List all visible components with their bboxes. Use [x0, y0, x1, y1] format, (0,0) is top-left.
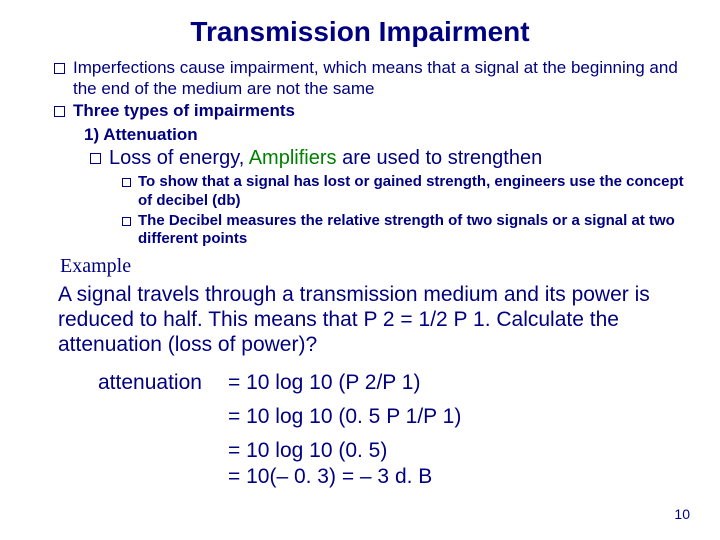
- example-body: A signal travels through a transmission …: [58, 282, 670, 358]
- text-amplifiers: Amplifiers: [249, 147, 337, 169]
- bullet-decibel-concept: To show that a signal has lost or gained…: [122, 173, 690, 210]
- bullet-icon: [90, 153, 101, 164]
- eq-line3: = 10 log 10 (0. 5): [228, 439, 387, 463]
- example-label: Example: [60, 255, 690, 278]
- eq-label: attenuation: [98, 371, 228, 395]
- bullet-icon: [122, 217, 131, 226]
- eq-line2: = 10 log 10 (0. 5 P 1/P 1): [228, 405, 461, 429]
- eq-line4: = 10(– 0. 3) = – 3 d. B: [228, 465, 432, 489]
- bullet-text: Three types of impairments: [73, 101, 295, 122]
- page-number: 10: [674, 506, 690, 522]
- bullet-three-types: Three types of impairments: [54, 101, 690, 122]
- bullet-text: Imperfections cause impairment, which me…: [73, 58, 690, 99]
- bullet-decibel-measures: The Decibel measures the relative streng…: [122, 212, 690, 249]
- bullet-attenuation: 1) Attenuation: [84, 124, 690, 145]
- bullet-loss-energy: Loss of energy, Amplifiers are used to s…: [90, 145, 690, 171]
- text-part1: Loss of energy,: [109, 147, 249, 169]
- bullet-icon: [54, 106, 65, 117]
- slide-title: Transmission Impairment: [30, 16, 690, 48]
- bullet-icon: [122, 178, 131, 187]
- bullet-text: Loss of energy, Amplifiers are used to s…: [109, 145, 542, 171]
- equation-block: attenuation = 10 log 10 (P 2/P 1) = 10 l…: [98, 371, 690, 489]
- bullet-text: To show that a signal has lost or gained…: [138, 173, 690, 210]
- bullet-icon: [54, 63, 65, 74]
- bullet-imperfections: Imperfections cause impairment, which me…: [54, 58, 690, 99]
- eq-line1: = 10 log 10 (P 2/P 1): [228, 371, 420, 395]
- text-part2: are used to strengthen: [337, 147, 543, 169]
- bullet-text: The Decibel measures the relative streng…: [138, 212, 690, 249]
